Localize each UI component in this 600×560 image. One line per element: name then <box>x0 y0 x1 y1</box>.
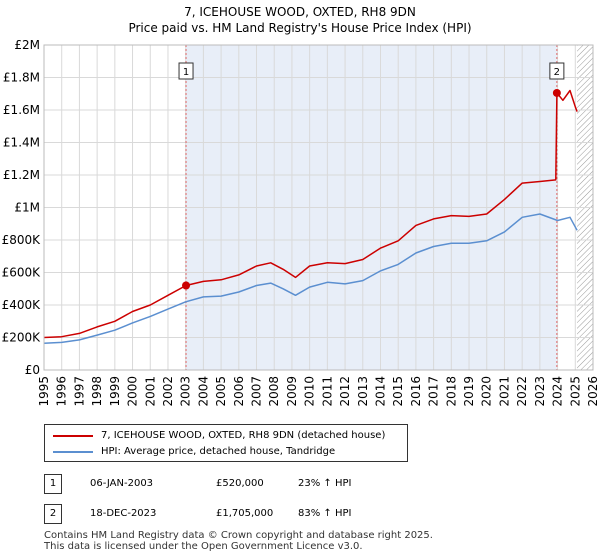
x-tick-label: 2011 <box>320 376 334 407</box>
x-tick-label: 2004 <box>196 376 210 407</box>
chart-title: 7, ICEHOUSE WOOD, OXTED, RH8 9DN <box>184 5 416 19</box>
x-tick-label: 1999 <box>108 376 122 407</box>
x-tick-label: 2020 <box>480 376 494 407</box>
x-tick-label: 2016 <box>409 376 423 407</box>
y-tick-label: £200K <box>2 331 42 345</box>
y-tick-label: £600K <box>2 266 42 280</box>
sale-marker-label: 2 <box>554 67 560 78</box>
x-tick-label: 2012 <box>338 376 352 407</box>
x-tick-label: 2006 <box>232 376 246 407</box>
sale-marker-box <box>178 62 194 80</box>
sale-price: £520,000 <box>216 478 264 489</box>
x-tick-label: 1998 <box>90 376 104 407</box>
sale-date: 06-JAN-2003 <box>90 478 154 489</box>
x-tick-label: 1995 <box>37 376 51 407</box>
y-tick-label: £1.4M <box>3 136 40 150</box>
x-tick-label: 2013 <box>356 376 370 407</box>
hpi-line <box>43 213 578 344</box>
sale-point <box>182 281 191 290</box>
x-tick-label: 2022 <box>515 376 529 407</box>
y-tick-label: £1.6M <box>3 103 40 117</box>
x-tick-label: 2009 <box>285 376 299 407</box>
x-tick-label: 2023 <box>533 376 547 407</box>
y-tick-label: £1.2M <box>3 168 40 182</box>
x-tick-label: 2024 <box>551 376 565 407</box>
sale-marker-box <box>549 62 565 80</box>
footer-attribution: Contains HM Land Registry data © Crown c… <box>44 530 433 552</box>
legend-swatch-hpi <box>53 451 93 453</box>
legend: 7, ICEHOUSE WOOD, OXTED, RH8 9DN (detach… <box>44 424 408 462</box>
chart-subtitle: Price paid vs. HM Land Registry's House … <box>128 21 472 35</box>
sale-point <box>552 88 561 97</box>
x-tick-label: 2018 <box>444 376 458 407</box>
sale-marker-label: 1 <box>183 67 189 78</box>
x-tick-label: 1996 <box>55 376 69 407</box>
x-tick-label: 2005 <box>214 376 228 407</box>
x-tick-label: 2000 <box>126 376 140 407</box>
sale-number-badge: 2 <box>44 504 62 524</box>
x-tick-label: 2002 <box>161 376 175 407</box>
sale-number-badge: 1 <box>44 474 62 494</box>
x-tick-label: 2019 <box>462 376 476 407</box>
sale-hpi-change: 83% ↑ HPI <box>298 508 352 519</box>
y-tick-label: £400K <box>2 298 42 312</box>
x-tick-label: 2003 <box>179 376 193 407</box>
y-tick-label: £1M <box>14 201 40 215</box>
x-tick-label: 2015 <box>391 376 405 407</box>
x-tick-label: 1997 <box>72 376 86 407</box>
sale-price: £1,705,000 <box>216 508 274 519</box>
sale-date: 18-DEC-2023 <box>90 508 157 519</box>
sale-hpi-change: 23% ↑ HPI <box>298 478 352 489</box>
x-tick-label: 2017 <box>427 376 441 407</box>
x-tick-label: 2001 <box>143 376 157 407</box>
price-chart: £0 £200K £400K £600K £800K £1M £1.2M £1.4M £1.6M… <box>2 38 600 407</box>
x-tick-label: 2021 <box>497 376 511 407</box>
y-tick-label: £0 <box>25 363 40 377</box>
x-tick-label: 2025 <box>568 376 582 407</box>
property-price-line <box>43 89 578 339</box>
y-tick-label: £2M <box>14 38 40 52</box>
legend-swatch-property <box>53 435 93 437</box>
y-tick-label: £1.8M <box>3 71 40 85</box>
plot-border <box>43 44 594 371</box>
y-tick-label: £800K <box>2 233 42 247</box>
x-tick-label: 2014 <box>373 376 387 407</box>
x-tick-label: 2008 <box>267 376 281 407</box>
x-tick-label: 2007 <box>250 376 264 407</box>
legend-label-property: 7, ICEHOUSE WOOD, OXTED, RH8 9DN (detach… <box>101 430 386 441</box>
legend-label-hpi: HPI: Average price, detached house, Tand… <box>101 446 336 457</box>
x-tick-label: 2010 <box>303 376 317 407</box>
x-tick-label: 2026 <box>586 376 600 407</box>
